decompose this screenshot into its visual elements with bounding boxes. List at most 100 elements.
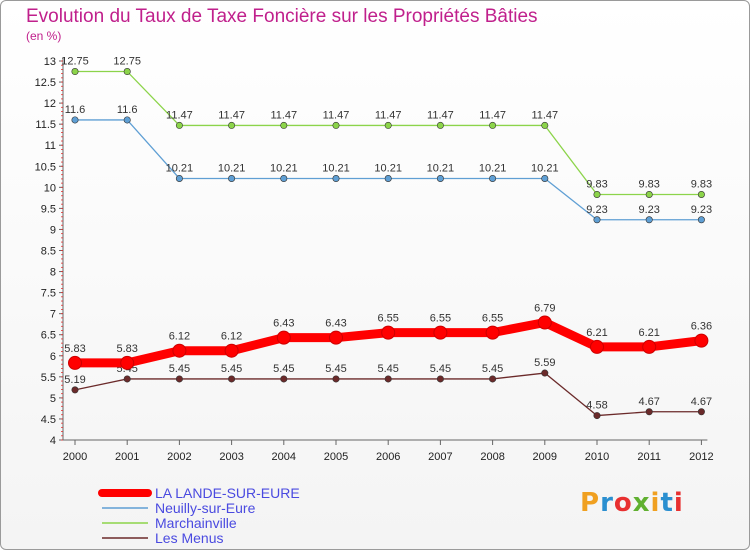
- data-point: [280, 174, 288, 182]
- y-tick-label: 12.5: [35, 77, 56, 89]
- series-neuilly-sur-eure: 11.6 11.6 10.21 10.21 10.21 10.21 10.21 10.21 10…: [65, 104, 712, 224]
- x-tick-label: 2001: [115, 451, 139, 463]
- data-label: 11.6: [65, 104, 86, 116]
- proxiti-logo: Proxiti: [580, 488, 684, 518]
- data-label: 5.45: [325, 363, 346, 375]
- data-point: [224, 343, 239, 358]
- legend-label: Neuilly-sur-Eure: [155, 500, 256, 516]
- data-point: [71, 68, 79, 76]
- y-tick-label: 7: [50, 309, 56, 321]
- legend-label: Marchainville: [155, 515, 237, 531]
- y-tick-label: 4: [50, 435, 56, 447]
- data-label: 6.12: [221, 331, 242, 343]
- data-label: 12.75: [113, 56, 141, 68]
- data-label: 12.75: [61, 56, 89, 68]
- series-la-lande-sur-eure: 5.83 5.83 6.12 6.12 6.43 6.43 6.55 6.55 6.55 6.79…: [64, 303, 712, 370]
- logo-letter: o: [613, 488, 633, 518]
- data-label: 9.23: [638, 204, 659, 216]
- y-tick-label: 12: [44, 98, 56, 110]
- x-tick-label: 2008: [480, 451, 504, 463]
- data-label: 9.83: [638, 178, 659, 190]
- x-tick-label: 2004: [272, 451, 296, 463]
- data-point: [489, 375, 497, 383]
- series-marchainville: 12.75 12.75 11.47 11.47 11.47 11.47 11.47 11.47…: [61, 56, 712, 198]
- data-label: 10.21: [166, 162, 194, 174]
- logo-letter: x: [632, 488, 651, 518]
- data-point: [280, 121, 288, 129]
- data-point: [593, 412, 601, 420]
- y-tick-label: 10: [44, 182, 56, 194]
- data-label: 9.23: [691, 204, 712, 216]
- data-label: 6.79: [534, 303, 555, 315]
- data-label: 10.21: [218, 162, 246, 174]
- y-tick-label: 11: [45, 140, 56, 152]
- data-point: [384, 121, 392, 129]
- data-label: 10.21: [531, 162, 559, 174]
- x-tick-label: 2002: [167, 451, 191, 463]
- y-tick-label: 10.5: [35, 161, 56, 173]
- data-label: 5.19: [64, 374, 85, 386]
- y-tick-label: 9: [50, 224, 56, 236]
- data-point: [541, 121, 549, 129]
- data-label: 11.47: [479, 109, 506, 121]
- logo-letter: P: [580, 488, 601, 518]
- data-point: [276, 330, 291, 345]
- data-point: [541, 369, 549, 377]
- y-tick-label: 4.5: [41, 414, 56, 426]
- data-point: [123, 375, 131, 383]
- data-point: [593, 190, 601, 198]
- chart-title: Evolution du Taux de Taxe Foncière sur l…: [26, 6, 538, 27]
- data-label: 6.43: [325, 318, 346, 330]
- x-tick-label: 2010: [585, 451, 609, 463]
- x-tick-label: 2005: [324, 451, 348, 463]
- logo-letter: t: [660, 488, 674, 518]
- y-tick-label: 6: [50, 351, 56, 363]
- data-label: 11.6: [117, 104, 138, 116]
- data-point: [175, 375, 183, 383]
- y-tick-label: 6.5: [41, 330, 56, 342]
- y-tick-label: 5.5: [41, 372, 56, 384]
- data-point: [228, 121, 236, 129]
- y-tick-label: 8: [50, 267, 56, 279]
- data-label: 5.45: [169, 363, 190, 375]
- x-tick-label: 2006: [376, 451, 400, 463]
- series-layer: 11.6 11.6 10.21 10.21 10.21 10.21 10.21 10.21 10…: [61, 56, 712, 420]
- data-label: 10.21: [270, 162, 298, 174]
- x-tick-label: 2011: [637, 451, 661, 463]
- data-label: 6.55: [482, 313, 503, 325]
- data-label: 11.47: [270, 109, 297, 121]
- data-point: [436, 174, 444, 182]
- data-label: 11.47: [427, 109, 454, 121]
- data-point: [123, 116, 131, 124]
- data-point: [697, 408, 705, 416]
- data-point: [642, 339, 657, 354]
- data-point: [384, 174, 392, 182]
- data-label: 9.23: [586, 204, 607, 216]
- data-point: [436, 375, 444, 383]
- data-point: [436, 121, 444, 129]
- y-tick-label: 9.5: [41, 203, 56, 215]
- x-tick-label: 2007: [428, 451, 452, 463]
- series-les-menus: 5.195.455.455.455.455.455.455.455.455.59…: [64, 357, 712, 420]
- data-point: [645, 216, 653, 224]
- data-point: [645, 408, 653, 416]
- logo-letter: i: [650, 488, 661, 518]
- data-label: 11.47: [531, 109, 558, 121]
- x-tick-label: 2000: [63, 451, 87, 463]
- data-label: 5.83: [116, 343, 137, 355]
- data-point: [332, 375, 340, 383]
- data-label: 6.43: [273, 318, 294, 330]
- data-point: [694, 333, 709, 348]
- data-label: 6.21: [586, 327, 607, 339]
- data-point: [489, 174, 497, 182]
- data-point: [120, 355, 135, 370]
- data-label: 5.45: [221, 363, 242, 375]
- data-label: 6.12: [169, 331, 190, 343]
- data-label: 9.83: [586, 178, 607, 190]
- y-tick-label: 5: [50, 393, 56, 405]
- data-label: 11.47: [166, 109, 193, 121]
- data-point: [433, 325, 448, 340]
- data-point: [172, 343, 187, 358]
- data-point: [384, 375, 392, 383]
